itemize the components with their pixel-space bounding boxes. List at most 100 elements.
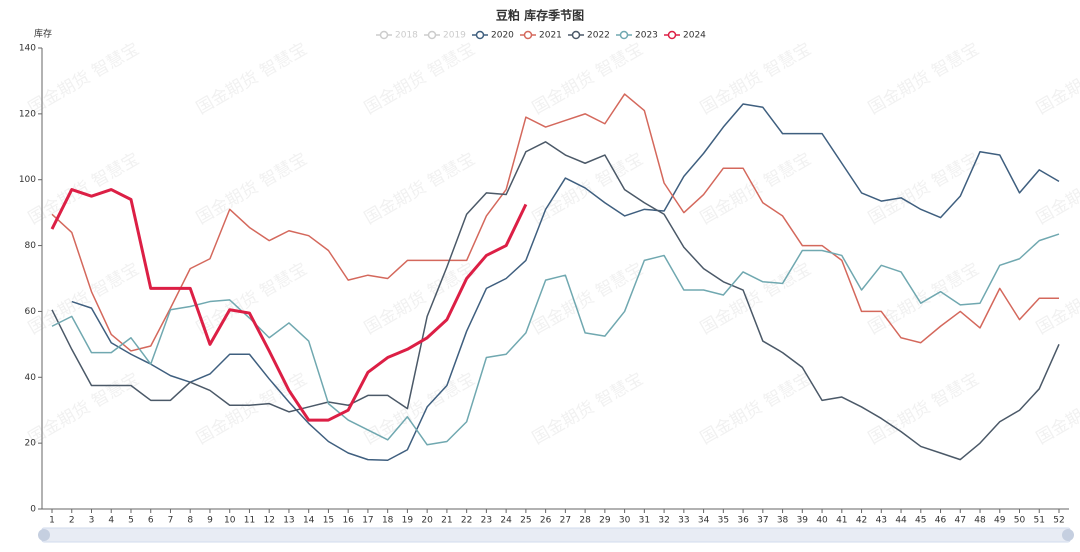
watermark: 国金期货 智慧宝 [361, 369, 479, 449]
x-tick-label: 33 [678, 516, 689, 526]
x-tick-label: 30 [619, 516, 631, 526]
legend-label: 2020 [491, 31, 514, 41]
y-tick-label: 140 [19, 44, 36, 54]
watermark: 国金期货 智慧宝 [25, 149, 143, 229]
x-tick-label: 15 [323, 516, 334, 526]
y-tick-label: 60 [25, 307, 37, 317]
x-tick-label: 6 [148, 516, 154, 526]
x-tick-label: 24 [500, 516, 512, 526]
watermark: 国金期货 智慧宝 [1033, 369, 1080, 449]
watermark: 国金期货 智慧宝 [25, 369, 143, 449]
x-tick-label: 1 [49, 516, 55, 526]
x-tick-label: 29 [599, 516, 611, 526]
watermark: 国金期货 智慧宝 [697, 259, 815, 339]
watermark: 国金期货 智慧宝 [529, 39, 647, 119]
watermark: 国金期货 智慧宝 [865, 259, 983, 339]
series-line [50, 188, 528, 422]
legend-label: 2022 [587, 31, 610, 41]
legend-swatch [427, 30, 437, 40]
watermark: 国金期货 智慧宝 [865, 369, 983, 449]
x-tick-label: 26 [540, 516, 552, 526]
watermark: 国金期货 智慧宝 [361, 259, 479, 339]
chart-title: 豆粕 库存季节图 [496, 8, 584, 23]
x-tick-label: 42 [856, 516, 867, 526]
legend-label: 2024 [683, 31, 706, 41]
watermark-layer: 国金期货 智慧宝 国金期货 智慧宝 国金期货 智慧宝 国金期货 智慧宝 国金期货 智慧宝… [25, 39, 1080, 449]
x-tick-label: 20 [421, 516, 433, 526]
x-tick-label: 43 [876, 516, 887, 526]
x-tick-label: 5 [128, 516, 134, 526]
zoom-handle[interactable] [1062, 529, 1074, 541]
legend-swatch [475, 30, 485, 40]
watermark: 国金期货 智慧宝 [193, 39, 311, 119]
x-tick-label: 13 [283, 516, 294, 526]
x-tick-label: 4 [108, 516, 114, 526]
watermark: 国金期货 智慧宝 [529, 149, 647, 229]
legend-label: 2019 [443, 31, 466, 41]
x-tick-label: 45 [915, 516, 926, 526]
zoom-handle[interactable] [38, 529, 50, 541]
watermark: 国金期货 智慧宝 [361, 39, 479, 119]
watermark: 国金期货 智慧宝 [865, 39, 983, 119]
x-tick-label: 3 [89, 516, 95, 526]
watermark: 国金期货 智慧宝 [25, 39, 143, 119]
x-tick-label: 17 [362, 516, 373, 526]
x-tick-label: 37 [757, 516, 768, 526]
legend-label: 2023 [635, 31, 658, 41]
x-tick-label: 46 [935, 516, 947, 526]
watermark: 国金期货 智慧宝 [193, 369, 311, 449]
x-tick-label: 41 [836, 516, 847, 526]
y-tick-label: 20 [25, 439, 37, 449]
x-tick-label: 8 [187, 516, 193, 526]
x-tick-label: 7 [168, 516, 174, 526]
y-tick-label: 40 [25, 373, 37, 383]
watermark: 国金期货 智慧宝 [697, 149, 815, 229]
x-tick-label: 40 [816, 516, 828, 526]
watermark: 国金期货 智慧宝 [529, 369, 647, 449]
x-tick-label: 22 [461, 516, 472, 526]
x-tick-label: 25 [520, 516, 531, 526]
watermark: 国金期货 智慧宝 [1033, 149, 1080, 229]
x-tick-label: 36 [737, 516, 749, 526]
legend-swatch [523, 30, 533, 40]
x-tick-label: 11 [244, 516, 255, 526]
watermark: 国金期货 智慧宝 [361, 149, 479, 229]
series-line [51, 93, 1059, 352]
x-tick-label: 23 [481, 516, 492, 526]
y-tick-label: 100 [19, 175, 36, 185]
y-tick-label: 80 [25, 241, 37, 251]
legend-swatch [379, 30, 389, 40]
y-tick-label: 120 [19, 109, 36, 119]
series-line [51, 141, 1060, 461]
x-tick-label: 52 [1053, 516, 1064, 526]
legend-swatch [667, 30, 677, 40]
x-tick-label: 21 [441, 516, 452, 526]
x-tick-label: 31 [639, 516, 650, 526]
x-tick-label: 38 [777, 516, 789, 526]
series-line [71, 103, 1060, 462]
x-tick-label: 44 [895, 516, 907, 526]
zoom-track[interactable] [41, 527, 1071, 543]
watermark: 国金期货 智慧宝 [1033, 39, 1080, 119]
x-tick-label: 28 [579, 516, 591, 526]
watermark: 国金期货 智慧宝 [865, 149, 983, 229]
x-tick-label: 12 [263, 516, 274, 526]
x-tick-label: 35 [718, 516, 729, 526]
x-tick-label: 39 [797, 516, 809, 526]
x-tick-label: 34 [698, 516, 710, 526]
x-tick-label: 50 [1014, 516, 1026, 526]
x-tick-label: 19 [402, 516, 414, 526]
data-zoom[interactable] [38, 527, 1074, 543]
legend-swatch [619, 30, 629, 40]
x-tick-label: 14 [303, 516, 315, 526]
legend-label: 2021 [539, 31, 562, 41]
x-tick-label: 16 [342, 516, 354, 526]
x-tick-label: 51 [1034, 516, 1045, 526]
y-tick-label: 0 [30, 505, 36, 515]
x-tick-label: 32 [658, 516, 669, 526]
x-tick-label: 18 [382, 516, 394, 526]
x-tick-label: 47 [955, 516, 966, 526]
legend-swatch [571, 30, 581, 40]
x-tick-label: 48 [974, 516, 986, 526]
